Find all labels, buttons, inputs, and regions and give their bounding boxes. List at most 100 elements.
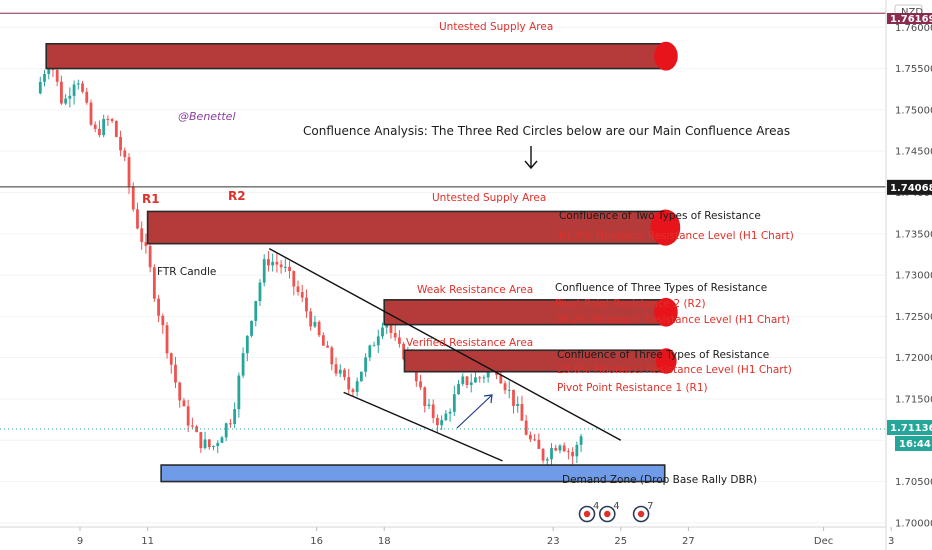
- candle-body: [343, 369, 346, 378]
- candle-body: [64, 98, 68, 104]
- candle-body: [60, 81, 63, 104]
- candle-body: [465, 376, 469, 386]
- candle-body: [359, 371, 363, 382]
- price-tick-label: 1.71500: [895, 394, 932, 405]
- candle-body: [106, 119, 110, 121]
- candle-body: [68, 95, 72, 99]
- candle-body: [427, 404, 431, 406]
- candle-body: [102, 119, 106, 136]
- confluence-title: Confluence of Three Types of Resistance: [557, 349, 769, 361]
- candle-body: [474, 377, 477, 383]
- time-tick-label: 3: [888, 536, 894, 547]
- price-axis[interactable]: [885, 0, 932, 550]
- level-price-tag: 1.74068: [890, 183, 932, 194]
- candle-body: [76, 83, 80, 85]
- candle-body: [157, 298, 160, 316]
- time-tick-label: 18: [378, 536, 391, 547]
- current-price-tag: 1.71136: [890, 423, 932, 434]
- candle-body: [127, 157, 131, 187]
- price-tick-label: 1.74500: [895, 147, 932, 158]
- event-badge-icon[interactable]: 4: [598, 501, 620, 523]
- trendlines: [268, 248, 622, 462]
- candle-body: [414, 364, 418, 382]
- candle-body: [72, 84, 76, 96]
- candle-body: [267, 259, 270, 266]
- candle-body: [199, 432, 203, 449]
- candle-body: [537, 439, 541, 449]
- price-tick-label: 1.73500: [895, 229, 932, 240]
- candle-body: [292, 271, 296, 287]
- candlestick-series: [38, 56, 583, 468]
- candle-body: [55, 69, 59, 82]
- time-tick-label: 25: [614, 536, 627, 547]
- zone-label: Weak Resistance Area: [417, 284, 533, 296]
- price-tick-label: 1.70500: [895, 477, 932, 488]
- ftr-candle-label: FTR Candle: [157, 266, 216, 278]
- candle-body: [486, 370, 490, 378]
- candle-body: [355, 381, 359, 392]
- candle-body: [237, 375, 241, 410]
- candle-body: [524, 420, 528, 435]
- candle-body: [381, 327, 384, 337]
- candle-body: [131, 186, 135, 210]
- candle-body: [562, 445, 566, 452]
- candle-body: [321, 335, 325, 346]
- supply-zone: [45, 42, 669, 70]
- candle-body: [241, 353, 245, 376]
- candle-body: [216, 442, 220, 446]
- candle-body: [207, 439, 211, 448]
- event-badges[interactable]: 4 4 7: [578, 501, 654, 523]
- candle-body: [212, 445, 215, 448]
- candle-body: [229, 423, 232, 425]
- candle-body: [245, 335, 249, 354]
- candle-body: [186, 406, 190, 426]
- candle-body: [309, 311, 313, 327]
- candle-body: [81, 83, 84, 92]
- confluence-line: 61.8% Fibonacci Resistance Level (H1 Cha…: [559, 230, 794, 242]
- confluence-circle: [650, 209, 681, 246]
- event-badge-dot: [583, 510, 591, 518]
- trendline: [268, 248, 622, 441]
- candle-body: [178, 382, 182, 401]
- candle-body: [296, 286, 300, 293]
- time-tick-label: 11: [141, 536, 154, 547]
- candle-body: [372, 345, 376, 347]
- candle-body: [507, 389, 511, 391]
- time-tick-label: 16: [310, 536, 323, 547]
- price-tick-label: 1.72000: [895, 353, 932, 364]
- candle-body: [385, 324, 389, 328]
- candle-body: [503, 383, 507, 391]
- r2-label: R2: [228, 189, 246, 203]
- candle-body: [220, 437, 224, 443]
- candle-body: [85, 91, 89, 103]
- candle-body: [393, 333, 397, 338]
- candle-body: [444, 413, 448, 421]
- candle-body: [452, 394, 456, 412]
- up-arrow-icon: [456, 394, 493, 429]
- price-tags: 1.76169 1.74068 1.71136 16:44: [887, 13, 932, 451]
- price-tick-label: 1.73000: [895, 271, 932, 282]
- event-badge-icon[interactable]: 7: [632, 501, 654, 523]
- event-badge-icon[interactable]: 4: [578, 501, 600, 523]
- candle-body: [119, 136, 122, 151]
- price-tick-label: 1.75500: [895, 64, 932, 75]
- candle-body: [43, 73, 46, 82]
- candle-body: [330, 347, 334, 365]
- candle-body: [144, 242, 148, 246]
- candle-body: [224, 423, 228, 438]
- candle-body: [148, 245, 152, 268]
- time-tick-label: 9: [77, 536, 83, 547]
- top-price-tag: 1.76169: [890, 14, 932, 25]
- candle-body: [431, 404, 435, 418]
- event-badge-count: 7: [647, 501, 653, 512]
- price-tick-label: 1.75000: [895, 105, 932, 116]
- zone-label: Demand Zone (Drop Base Rally DBR): [562, 474, 757, 486]
- candle-body: [499, 375, 503, 384]
- event-badge-dot: [604, 510, 611, 518]
- headline-annotation: Confluence Analysis: The Three Red Circl…: [303, 124, 790, 138]
- candle-body: [123, 150, 127, 158]
- zone-label: Untested Supply Area: [439, 21, 553, 33]
- candle-body: [300, 292, 304, 298]
- trendline: [343, 391, 503, 462]
